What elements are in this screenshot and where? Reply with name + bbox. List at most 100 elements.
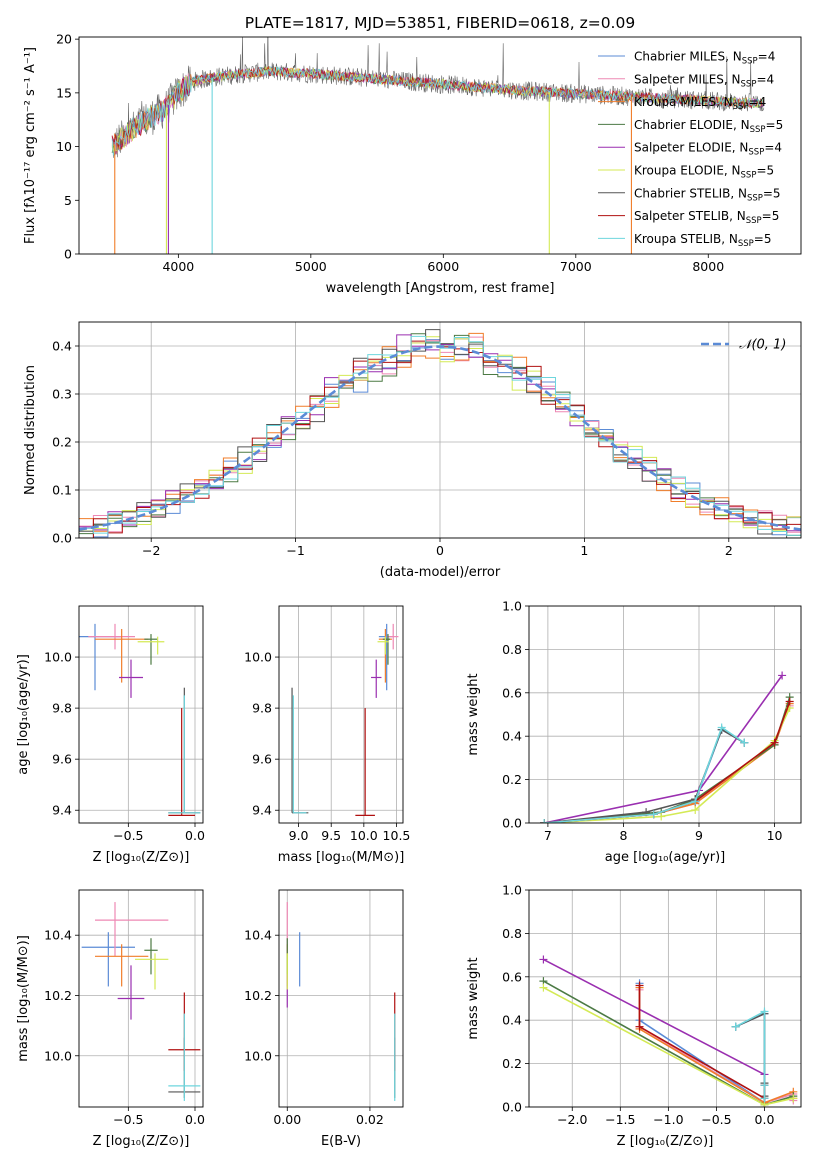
series-marker — [657, 812, 666, 821]
errorbar-point — [135, 953, 169, 990]
tick-label-y: 10.0 — [244, 650, 272, 665]
tick-label-x: −1.5 — [605, 1112, 635, 1127]
chart-residuals: −2 −1 0 1 2 0.0 0.1 0.2 0.3 0.4 (data-model)/error… — [23, 321, 802, 580]
legend-sub: SSP — [741, 171, 757, 181]
y-axis-label: Normed distribution — [23, 365, 38, 495]
legend-tail: =5 — [763, 186, 781, 200]
plot-area — [79, 606, 203, 823]
chart-age_vs_mass: 9.0 9.5 10.0 10.5 9.4 9.6 9.8 10.0 mass [log₁₀(M… — [244, 605, 410, 865]
tick-label-y: 0.1 — [52, 483, 72, 498]
series-marker — [649, 810, 658, 819]
x-axis-label: Z [log₁₀(Z/Z⊙)] — [617, 1134, 714, 1149]
errorbar-point — [291, 687, 309, 814]
tick-label-y: 15 — [56, 85, 72, 100]
series-marker — [539, 983, 548, 992]
chart-mass_weight_vs_Z: −2.0 −1.5 −1.0 −0.5 0.0 0.0 0.2 0.4 0.6 0.8 1.0 Z [… — [466, 883, 802, 1149]
legend-label: Kroupa ELODIE, N — [634, 164, 741, 178]
tick-label-y: 1.0 — [502, 599, 522, 614]
tick-label-x: −2 — [142, 543, 160, 558]
tick-label-y: 5 — [64, 193, 72, 208]
series-line-5 — [544, 707, 791, 823]
spectrum-line-7 — [111, 65, 764, 150]
errorbar-point — [371, 659, 382, 698]
tick-label-x: 10 — [767, 828, 783, 843]
tick-label-y: 10.0 — [44, 1048, 72, 1063]
plot-area — [79, 322, 801, 538]
tick-label-x: −0.5 — [113, 828, 143, 843]
histogram-5 — [79, 336, 801, 532]
series-marker — [539, 955, 548, 964]
legend-entry: Chabrier MILES, NSSP=4 — [634, 50, 775, 67]
tick-label-x: −1.0 — [653, 1112, 683, 1127]
errorbar-point — [382, 634, 390, 665]
series-marker — [770, 738, 779, 747]
tick-label-x: 8 — [619, 828, 627, 843]
tick-label-y: 10.4 — [244, 928, 272, 943]
tick-label-y: 0.2 — [52, 435, 72, 450]
x-axis-label: wavelength [Angstrom, rest frame] — [326, 281, 555, 296]
ticks: −0.5 0.0 10.0 10.2 10.4 — [44, 928, 205, 1127]
axes-frame — [278, 889, 404, 1108]
legend: 𝒩(0, 1) — [701, 338, 786, 353]
tick-label-y: 0.0 — [502, 1100, 522, 1115]
legend-label: Chabrier ELODIE, N — [634, 118, 750, 132]
tick-label-y: 9.4 — [252, 803, 272, 818]
y-axis-label: mass weight — [466, 673, 481, 755]
series-line-2 — [544, 703, 791, 823]
normal-curve — [79, 345, 801, 531]
series-line-4 — [543, 958, 765, 1076]
tick-label-x: 9.5 — [321, 828, 341, 843]
plot-area — [79, 890, 203, 1107]
ticks: −2.0 −1.5 −1.0 −0.5 0.0 0.0 0.2 0.4 0.6 0.8 1.0 — [502, 883, 774, 1128]
tick-label-x: 0.0 — [755, 1112, 775, 1127]
spectrum-line-8 — [111, 65, 764, 156]
tick-label-x: 7000 — [560, 259, 592, 274]
legend-entry: Kroupa ELODIE, NSSP=5 — [634, 164, 774, 181]
spectrum-line-6 — [111, 37, 765, 158]
legend-tail: =5 — [762, 209, 780, 223]
legend-sub: SSP — [746, 216, 762, 226]
tick-label-y: 0.8 — [502, 926, 522, 941]
series-marker — [760, 1094, 769, 1103]
chart-spectrum: 4000 5000 6000 7000 8000 0 5 10 15 20 wavelength [… — [23, 32, 802, 296]
axes-frame — [528, 889, 802, 1108]
legend-sub: SSP — [750, 125, 766, 135]
legend-entry: Kroupa MILES, NSSP=4 — [634, 95, 766, 112]
errorbar-point — [377, 636, 389, 655]
series-line-7 — [544, 701, 791, 823]
errorbar-point — [386, 623, 399, 650]
tick-label-y: 0 — [64, 247, 72, 262]
ticks: 7 8 9 10 0.0 0.2 0.4 0.6 0.8 1.0 — [502, 599, 782, 844]
ticks: −2 −1 0 1 2 0.0 0.1 0.2 0.3 0.4 — [52, 339, 733, 559]
y-axis-label: age [log₁₀(age/yr)] — [16, 654, 31, 775]
tick-label-y: 9.4 — [52, 803, 72, 818]
tick-label-y: 1.0 — [502, 883, 522, 898]
tick-label-y: 0.6 — [502, 969, 522, 984]
tick-label-y: 0.4 — [502, 1013, 522, 1028]
tick-label-y: 0.2 — [502, 772, 522, 787]
tick-label-x: −0.5 — [701, 1112, 731, 1127]
legend-tail: =5 — [766, 118, 784, 132]
axes-frame — [528, 605, 802, 824]
tick-label-y: 0.6 — [502, 685, 522, 700]
series-line-6 — [544, 728, 745, 823]
legend-entry: Chabrier STELIB, NSSP=5 — [634, 186, 781, 203]
legend-tail: =4 — [758, 50, 776, 64]
series-marker — [635, 981, 644, 990]
x-axis-label: E(B-V) — [321, 1134, 361, 1149]
ticks: −0.5 0.0 9.4 9.6 9.8 10.0 — [44, 650, 205, 843]
series-marker — [789, 1094, 798, 1103]
series-line-8 — [544, 726, 745, 823]
series-marker — [778, 671, 787, 680]
ticks: 4000 5000 6000 7000 8000 0 5 10 15 20 — [56, 32, 724, 274]
legend-entry: Salpeter ELODIE, NSSP=4 — [634, 141, 782, 158]
series-marker — [717, 723, 726, 732]
plot-area — [111, 37, 765, 254]
tick-label-y: 0.2 — [502, 1056, 522, 1071]
chart-age_vs_Z: −0.5 0.0 9.4 9.6 9.8 10.0 Z [log₁₀(Z/Z⊙)] age [… — [16, 605, 205, 865]
tick-label-x: 8000 — [692, 259, 724, 274]
errorbar-point — [119, 659, 143, 698]
legend-sub: SSP — [741, 79, 757, 89]
